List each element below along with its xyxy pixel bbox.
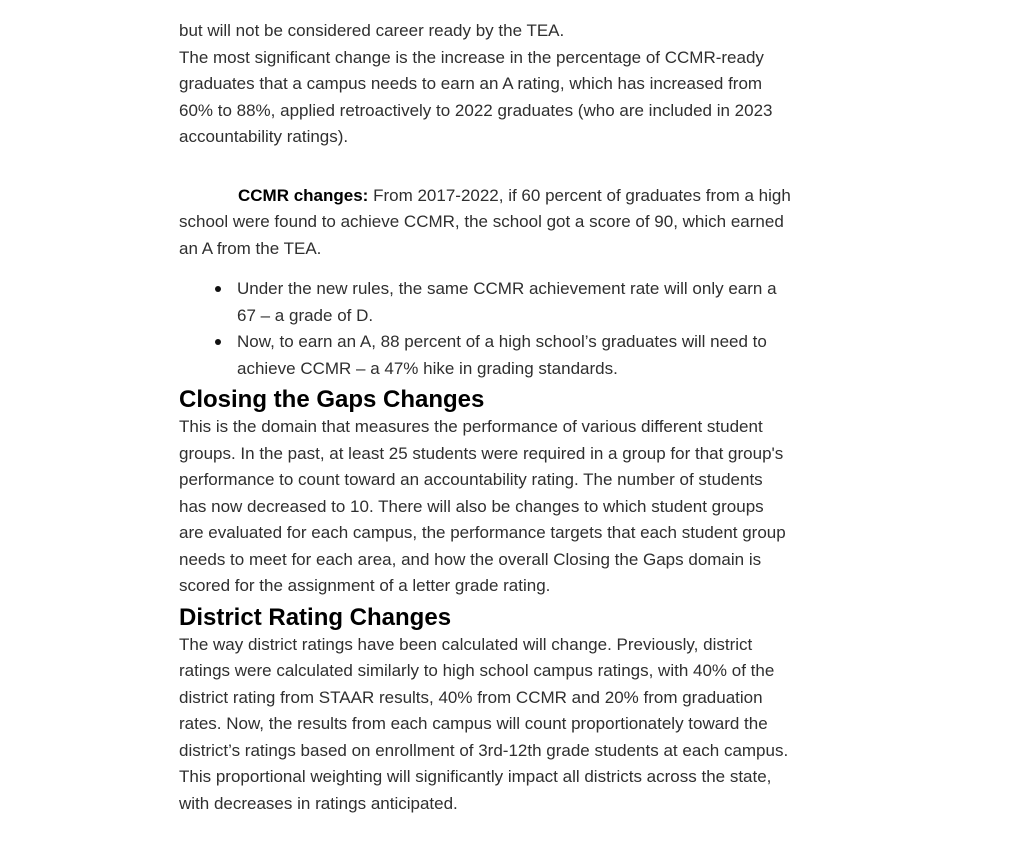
bullet-text: Now, to earn an A, 88 percent of a high … — [237, 329, 919, 382]
list-item: Under the new rules, the same CCMR achie… — [179, 276, 919, 329]
text-line: Now, to earn an A, 88 percent of a high … — [237, 332, 767, 351]
paragraph-district-rating: The way district ratings have been calcu… — [179, 632, 919, 818]
text-line: rates. Now, the results from each campus… — [179, 714, 768, 733]
text-line: groups. In the past, at least 25 student… — [179, 443, 784, 463]
text-line: This proportional weighting will signifi… — [179, 767, 772, 786]
ccmr-changes-bold-label: CCMR changes: — [238, 185, 369, 205]
paragraph-closing-the-gaps: This is the domain that measures the per… — [179, 414, 919, 600]
text-line: The way district ratings have been calcu… — [179, 634, 753, 654]
paragraph-ccmr-changes: CCMR changes: From 2017-2022, if 60 perc… — [179, 183, 919, 263]
heading-district-rating-changes: District Rating Changes — [179, 603, 452, 631]
text-line: school were found to achieve CCMR, the s… — [179, 212, 784, 231]
text-line: The most significant change is the incre… — [179, 47, 764, 67]
text-line: scored for the assignment of a letter gr… — [179, 576, 551, 595]
text-line: needs to meet for each area, and how the… — [179, 549, 762, 569]
text-line: are evaluated for each campus, the perfo… — [179, 523, 786, 542]
text-line: accountability ratings). — [179, 127, 349, 146]
bullet-text: Under the new rules, the same CCMR achie… — [237, 276, 919, 329]
paragraph-significant-change: The most significant change is the incre… — [179, 45, 919, 151]
heading-closing-the-gaps-changes: Closing the Gaps Changes — [179, 386, 485, 413]
text-line: an A from the TEA. — [179, 238, 322, 258]
text-line: 67 – a grade of D. — [237, 305, 374, 325]
paragraph-career-ready-fragment: but will not be considered career ready … — [179, 18, 919, 45]
text-line: but will not be considered career ready … — [179, 21, 565, 40]
text-line: district’s ratings based on enrollment o… — [179, 740, 789, 760]
ccmr-changes-text: From 2017-2022, if 60 percent of graduat… — [368, 185, 791, 205]
text-line: 60% to 88%, applied retroactively to 202… — [179, 100, 773, 120]
text-line: with decreases in ratings anticipated. — [179, 793, 458, 813]
text-line: district rating from STAAR results, 40% … — [179, 687, 763, 707]
text-line: has now decreased to 10. There will also… — [179, 496, 764, 516]
document-content: but will not be considered career ready … — [179, 18, 919, 817]
text-line: Under the new rules, the same CCMR achie… — [237, 279, 777, 298]
bullet-list: Under the new rules, the same CCMR achie… — [179, 276, 919, 382]
ccmr-paragraph-continuation: school were found to achieve CCMR, the s… — [179, 209, 919, 262]
text-line: achieve CCMR – a 47% hike in grading sta… — [237, 358, 618, 378]
list-item: Now, to earn an A, 88 percent of a high … — [179, 329, 919, 382]
bullet-icon — [215, 339, 221, 345]
text-line: This is the domain that measures the per… — [179, 417, 763, 436]
text-line: CCMR changes: From 2017-2022, if 60 perc… — [179, 183, 919, 210]
text-line: performance to count toward an accountab… — [179, 470, 763, 489]
bullet-icon — [215, 286, 221, 292]
text-line: ratings were calculated similarly to hig… — [179, 661, 775, 680]
text-line: graduates that a campus needs to earn an… — [179, 74, 763, 93]
